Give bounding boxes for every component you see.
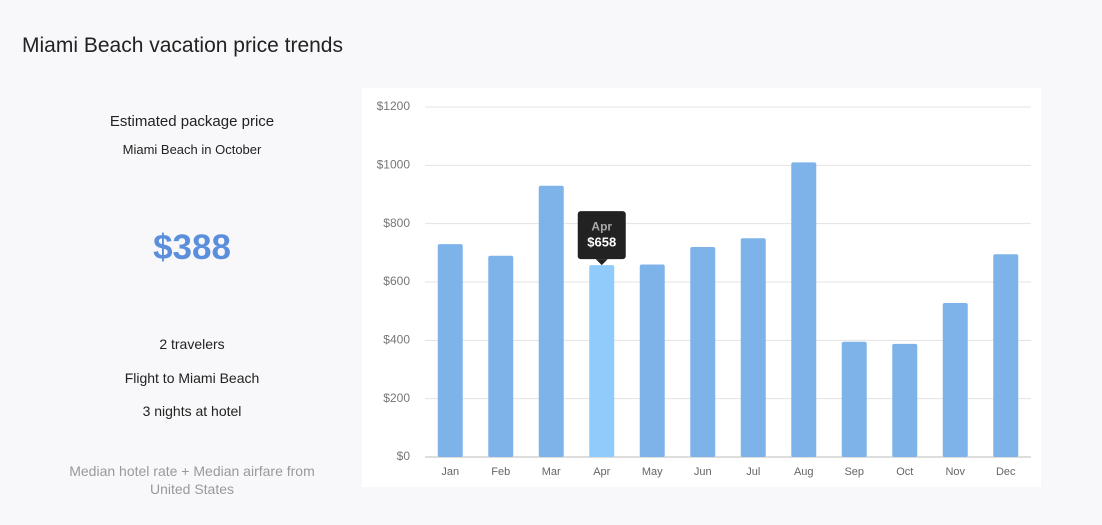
note: Median hotel rate + Median airfare from … (69, 463, 315, 497)
price: $388 (153, 228, 231, 267)
x-tick-label: Nov (945, 466, 965, 478)
x-tick-label: Apr (593, 466, 610, 478)
bar (841, 341, 867, 457)
bar (488, 255, 514, 457)
detail: 3 nights at hotel (142, 403, 242, 419)
y-tick-label: $1000 (377, 158, 411, 172)
summary-heading: Estimated package price (109, 113, 275, 130)
y-tick-label: $800 (383, 216, 410, 230)
bar (892, 343, 918, 457)
detail: 2 travelers (159, 336, 225, 352)
bar (791, 162, 817, 457)
page-title: Miami Beach vacation price trends (22, 34, 343, 57)
x-tick-label: Oct (896, 466, 913, 478)
bar (690, 247, 716, 457)
y-tick-label: $0 (397, 449, 411, 463)
x-tick-label: Feb (491, 466, 510, 478)
bar (942, 303, 968, 457)
tooltip-value: $658 (587, 235, 616, 250)
x-tick-label: Jul (746, 466, 760, 478)
bar (740, 238, 766, 457)
x-tick-label: Aug (794, 466, 814, 478)
y-tick-label: $1200 (377, 99, 411, 113)
x-tick-label: Jan (441, 466, 459, 478)
summary-subheading: Miami Beach in October (122, 142, 262, 157)
x-tick-label: Dec (996, 466, 1016, 478)
y-tick-label: $200 (383, 391, 410, 405)
tooltip-pointer (595, 259, 608, 266)
bar (993, 254, 1019, 457)
tooltip-category: Apr (591, 219, 612, 233)
y-tick-label: $400 (383, 333, 410, 347)
x-tick-label: Jun (694, 466, 712, 478)
y-tick-label: $600 (383, 274, 410, 288)
bar (437, 244, 463, 457)
x-tick-label: May (642, 466, 663, 478)
detail: Flight to Miami Beach (124, 370, 260, 386)
x-tick-label: Sep (844, 466, 864, 478)
bar (589, 265, 615, 457)
x-tick-label: Mar (542, 466, 561, 478)
bar (639, 264, 665, 457)
tooltip-box (577, 211, 626, 260)
bar (538, 185, 564, 457)
